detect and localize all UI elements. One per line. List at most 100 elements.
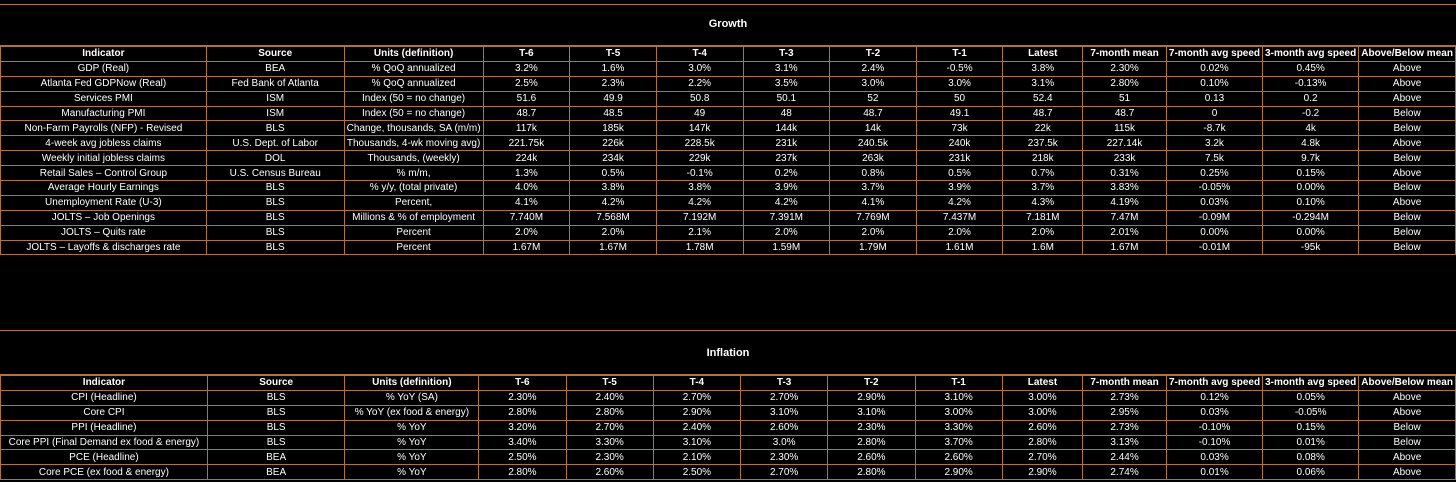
- header-row: Indicator Source Units (definition) T-6 T-5 T…: [0, 46, 1456, 62]
- cell-latest: 3.1%: [1002, 75, 1084, 92]
- cell-t-3: 7.391M: [742, 209, 831, 226]
- cell-indicator: Core PCE (ex food & energy): [0, 464, 208, 481]
- cell-source: Fed Bank of Atlanta: [205, 75, 345, 92]
- cell-7-month-avg-speed: 0.13: [1165, 90, 1264, 107]
- cell-t-4: 2.50%: [652, 464, 742, 481]
- cell-latest: 0.7%: [1002, 165, 1084, 182]
- cell-t-3: 2.60%: [740, 419, 829, 436]
- cell-3-month-avg-speed: -0.13%: [1262, 75, 1360, 92]
- table-row: Unemployment Rate (U-3) BLS Percent, 4.1% 4.…: [0, 194, 1456, 211]
- cell-7-month-avg-speed: 0.10%: [1165, 75, 1264, 92]
- cell-indicator: Unemployment Rate (U-3): [0, 194, 207, 211]
- cell-7-month-avg-speed: 0.00%: [1165, 224, 1264, 241]
- header-t-2: T-2: [829, 46, 917, 62]
- cell-t-1: 231k: [915, 150, 1004, 167]
- cell-t-6: 7.740M: [482, 209, 571, 226]
- header-7-month-avg-speed: 7-month avg speed: [1165, 375, 1264, 391]
- cell-t-5: 2.30%: [565, 449, 654, 466]
- cell-t-1: 2.0%: [915, 224, 1004, 241]
- table-row: JOLTS – Quits rate BLS Percent 2.0% 2.0% 2.1%…: [0, 224, 1456, 241]
- cell-t-1: 2.90%: [914, 464, 1003, 481]
- cell-t-5: 185k: [569, 120, 657, 137]
- header-3-month-avg-speed: 3-month avg speed: [1262, 46, 1360, 62]
- cell-t-6: 2.50%: [478, 449, 567, 466]
- cell-units: Millions & % of employment: [343, 209, 484, 226]
- cell-t-2: 2.80%: [827, 434, 916, 451]
- table-row: Core PCE (ex food & energy) BEA% YoY 2.80%…: [0, 464, 1456, 481]
- cell-t-5: 1.67M: [569, 239, 657, 256]
- cell-t-5: 2.60%: [565, 464, 654, 481]
- table-row: Core PPI (Final Demand ex food & energy)…: [0, 434, 1456, 451]
- cell-above-below-mean: Below: [1358, 224, 1456, 241]
- cell-source: BEA: [206, 464, 346, 481]
- cell-indicator: Core CPI: [0, 404, 208, 421]
- cell-t-1: 3.9%: [915, 180, 1004, 196]
- table-row: Services PMI ISM Index (50 = no change) 51.…: [0, 90, 1456, 107]
- cell-t-5: 4.2%: [569, 194, 657, 211]
- cell-t-4: 7.192M: [655, 209, 744, 226]
- cell-t-1: 0.5%: [915, 165, 1004, 182]
- cell-t-6: 3.40%: [478, 434, 567, 451]
- table-row: Atlanta Fed GDPNow (Real) Fed Bank of Atl…: [0, 75, 1456, 92]
- cell-t-1: 1.61M: [915, 239, 1004, 256]
- cell-units: % QoQ annualized: [343, 75, 484, 92]
- cell-indicator: Manufacturing PMI: [0, 105, 207, 122]
- cell-t-5: 0.5%: [569, 165, 657, 182]
- cell-3-month-avg-speed: 0.01%: [1262, 434, 1360, 451]
- cell-7-month-mean: 3.13%: [1082, 434, 1167, 451]
- cell-units: % YoY: [344, 449, 480, 466]
- cell-t-4: 228.5k: [655, 135, 744, 152]
- cell-t-3: 3.0%: [740, 434, 829, 451]
- cell-units: Percent: [343, 224, 484, 241]
- cell-units: Change, thousands, SA (m/m): [343, 120, 484, 137]
- cell-t-1: 49.1: [915, 105, 1004, 122]
- cell-source: U.S. Dept. of Labor: [205, 135, 345, 152]
- cell-t-1: 3.10%: [914, 389, 1003, 406]
- cell-latest: 52.4: [1002, 90, 1084, 107]
- header-indicator: Indicator: [0, 46, 207, 62]
- cell-3-month-avg-speed: 0.00%: [1262, 180, 1360, 196]
- cell-t-6: 2.0%: [482, 224, 571, 241]
- cell-t-3: 3.5%: [742, 75, 831, 92]
- header-source: Source: [205, 46, 345, 62]
- cell-t-3: 231k: [742, 135, 831, 152]
- table-row: Weekly initial jobless claims DOL Thousand…: [0, 150, 1456, 167]
- cell-t-5: 2.3%: [569, 75, 657, 92]
- cell-above-below-mean: Below: [1358, 150, 1456, 167]
- cell-t-4: 1.78M: [655, 239, 744, 256]
- cell-indicator: Retail Sales – Control Group: [0, 165, 207, 182]
- header-above-below-mean: Above/Below mean: [1358, 46, 1456, 62]
- cell-units: % YoY (SA): [344, 389, 480, 406]
- table-row: JOLTS – Job Openings BLS Millions & % of e…: [0, 209, 1456, 226]
- cell-t-3: 2.0%: [742, 224, 831, 241]
- cell-indicator: 4-week avg jobless claims: [0, 135, 207, 152]
- cell-7-month-avg-speed: 0: [1165, 105, 1264, 122]
- cell-t-2: 14k: [829, 120, 917, 137]
- cell-t-2: 1.79M: [829, 239, 917, 256]
- cell-units: Percent,: [343, 194, 484, 211]
- cell-t-2: 2.90%: [827, 389, 916, 406]
- cell-t-6: 1.3%: [482, 165, 571, 182]
- cell-t-6: 2.80%: [478, 404, 567, 421]
- cell-t-4: 147k: [655, 120, 744, 137]
- header-t-4: T-4: [652, 375, 742, 391]
- cell-t-3: 2.30%: [740, 449, 829, 466]
- cell-source: BLS: [205, 209, 345, 226]
- cell-7-month-avg-speed: -8.7k: [1165, 120, 1264, 137]
- cell-source: BLS: [205, 194, 345, 211]
- header-3-month-avg-speed: 3-month avg speed: [1262, 375, 1360, 391]
- cell-7-month-mean: 2.44%: [1082, 449, 1167, 466]
- cell-t-5: 2.80%: [565, 404, 654, 421]
- cell-t-1: -0.5%: [915, 60, 1004, 77]
- cell-t-6: 221.75k: [482, 135, 571, 152]
- cell-t-4: 49: [655, 105, 744, 122]
- cell-3-month-avg-speed: 4.8k: [1262, 135, 1360, 152]
- cell-units: % YoY (ex food & energy): [344, 404, 480, 421]
- cell-7-month-mean: 4.19%: [1082, 194, 1167, 211]
- cell-7-month-mean: 227.14k: [1082, 135, 1167, 152]
- cell-t-2: 240.5k: [829, 135, 917, 152]
- header-latest: Latest: [1002, 46, 1084, 62]
- top-divider: [0, 4, 1456, 5]
- cell-t-3: 48: [742, 105, 831, 122]
- cell-above-below-mean: Below: [1358, 209, 1456, 226]
